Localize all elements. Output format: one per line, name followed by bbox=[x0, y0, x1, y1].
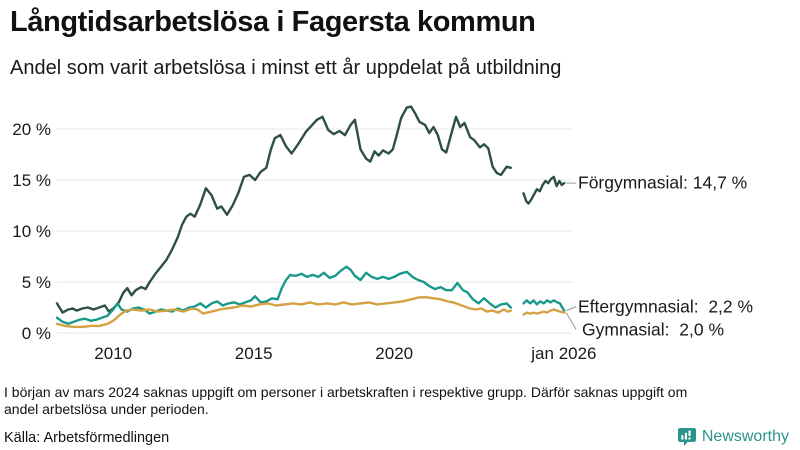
series-label-2: Gymnasial: 2,0 % bbox=[582, 319, 724, 340]
y-tick-label: 20 % bbox=[12, 120, 51, 139]
series-line bbox=[55, 296, 512, 329]
x-tick-label: 2020 bbox=[375, 344, 413, 363]
source-attribution: Källa: Arbetsförmedlingen bbox=[4, 430, 170, 446]
page-subtitle: Andel som varit arbetslösa i minst ett å… bbox=[10, 57, 562, 79]
x-tick-label: 2010 bbox=[94, 344, 132, 363]
grid-lines bbox=[57, 128, 572, 334]
label-connector bbox=[566, 306, 577, 312]
series-line bbox=[522, 175, 566, 205]
newsworthy-bubble-chart-icon bbox=[677, 427, 697, 447]
series-label-1: Eftergymnasial: 2,2 % bbox=[578, 296, 754, 317]
newsworthy-logo: Newsworthy bbox=[677, 427, 789, 447]
series-förgymnasial bbox=[55, 105, 577, 314]
y-tick-label: 15 % bbox=[12, 171, 51, 190]
x-tick-label: 2015 bbox=[235, 344, 273, 363]
series-line bbox=[522, 299, 566, 312]
series-gymnasial bbox=[55, 296, 577, 330]
series-line bbox=[55, 265, 512, 325]
newsworthy-wordmark: Newsworthy bbox=[701, 428, 789, 445]
footnote: I början av mars 2024 saknas uppgift om … bbox=[4, 384, 688, 417]
y-axis-labels: 0 % 5 % 10 % 15 % 20 % bbox=[12, 120, 51, 343]
x-tick-label: jan 2026 bbox=[530, 344, 596, 363]
label-connector bbox=[565, 312, 577, 330]
x-axis-labels: 2010 2015 2020 jan 2026 bbox=[94, 344, 596, 363]
page-title: Långtidsarbetslösa i Fagersta kommun bbox=[10, 6, 536, 38]
series-eftergymnasial bbox=[55, 265, 577, 325]
series-label-0: Förgymnasial: 14,7 % bbox=[578, 172, 748, 193]
series-line bbox=[522, 308, 566, 316]
y-tick-label: 5 % bbox=[22, 273, 51, 292]
y-tick-label: 0 % bbox=[22, 324, 51, 343]
series-line bbox=[55, 105, 512, 314]
y-tick-label: 10 % bbox=[12, 222, 51, 241]
